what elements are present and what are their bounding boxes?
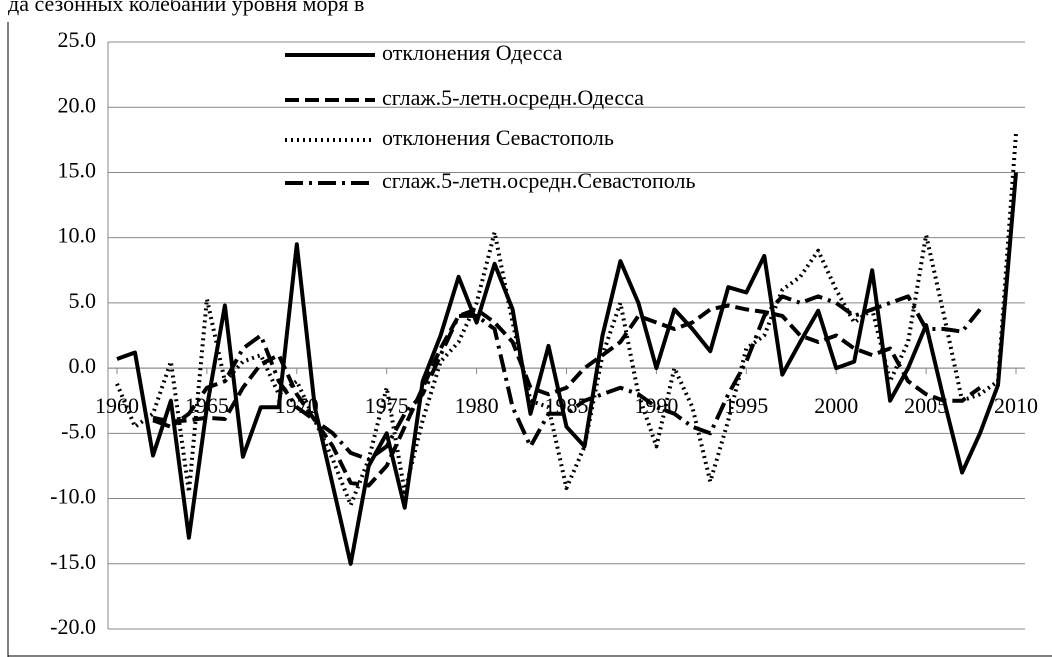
legend-label: сглаж.5-летн.осредн.Одесса <box>382 85 644 110</box>
y-tick-label: -5.0 <box>61 418 96 443</box>
y-tick-label: 15.0 <box>58 157 97 182</box>
chart-title: да сезонных колебаний уровня моря в <box>8 0 364 16</box>
legend-label: отклонения Севастополь <box>382 125 614 150</box>
y-tick-label: -15.0 <box>50 549 96 574</box>
series-line <box>152 303 982 488</box>
series-line <box>152 294 982 462</box>
y-tick-label: 25.0 <box>58 27 97 52</box>
x-tick-label: 1980 <box>455 393 499 418</box>
y-tick-label: 0.0 <box>69 353 97 378</box>
y-tick-label: 20.0 <box>58 92 97 117</box>
y-tick-label: 10.0 <box>58 223 97 248</box>
x-tick-label: 2010 <box>994 393 1038 418</box>
y-tick-label: -10.0 <box>50 484 96 509</box>
y-tick-label: -20.0 <box>50 614 96 639</box>
y-tick-label: 5.0 <box>69 288 97 313</box>
legend-label: сглаж.5-летн.осредн.Севастополь <box>382 168 695 193</box>
x-tick-label: 2005 <box>904 393 948 418</box>
series-line <box>115 133 1018 508</box>
legend-label: отклонения Одесса <box>382 40 563 65</box>
x-tick-label: 2000 <box>814 393 858 418</box>
x-tick-label: 1960 <box>95 393 139 418</box>
series-line <box>116 172 1018 566</box>
